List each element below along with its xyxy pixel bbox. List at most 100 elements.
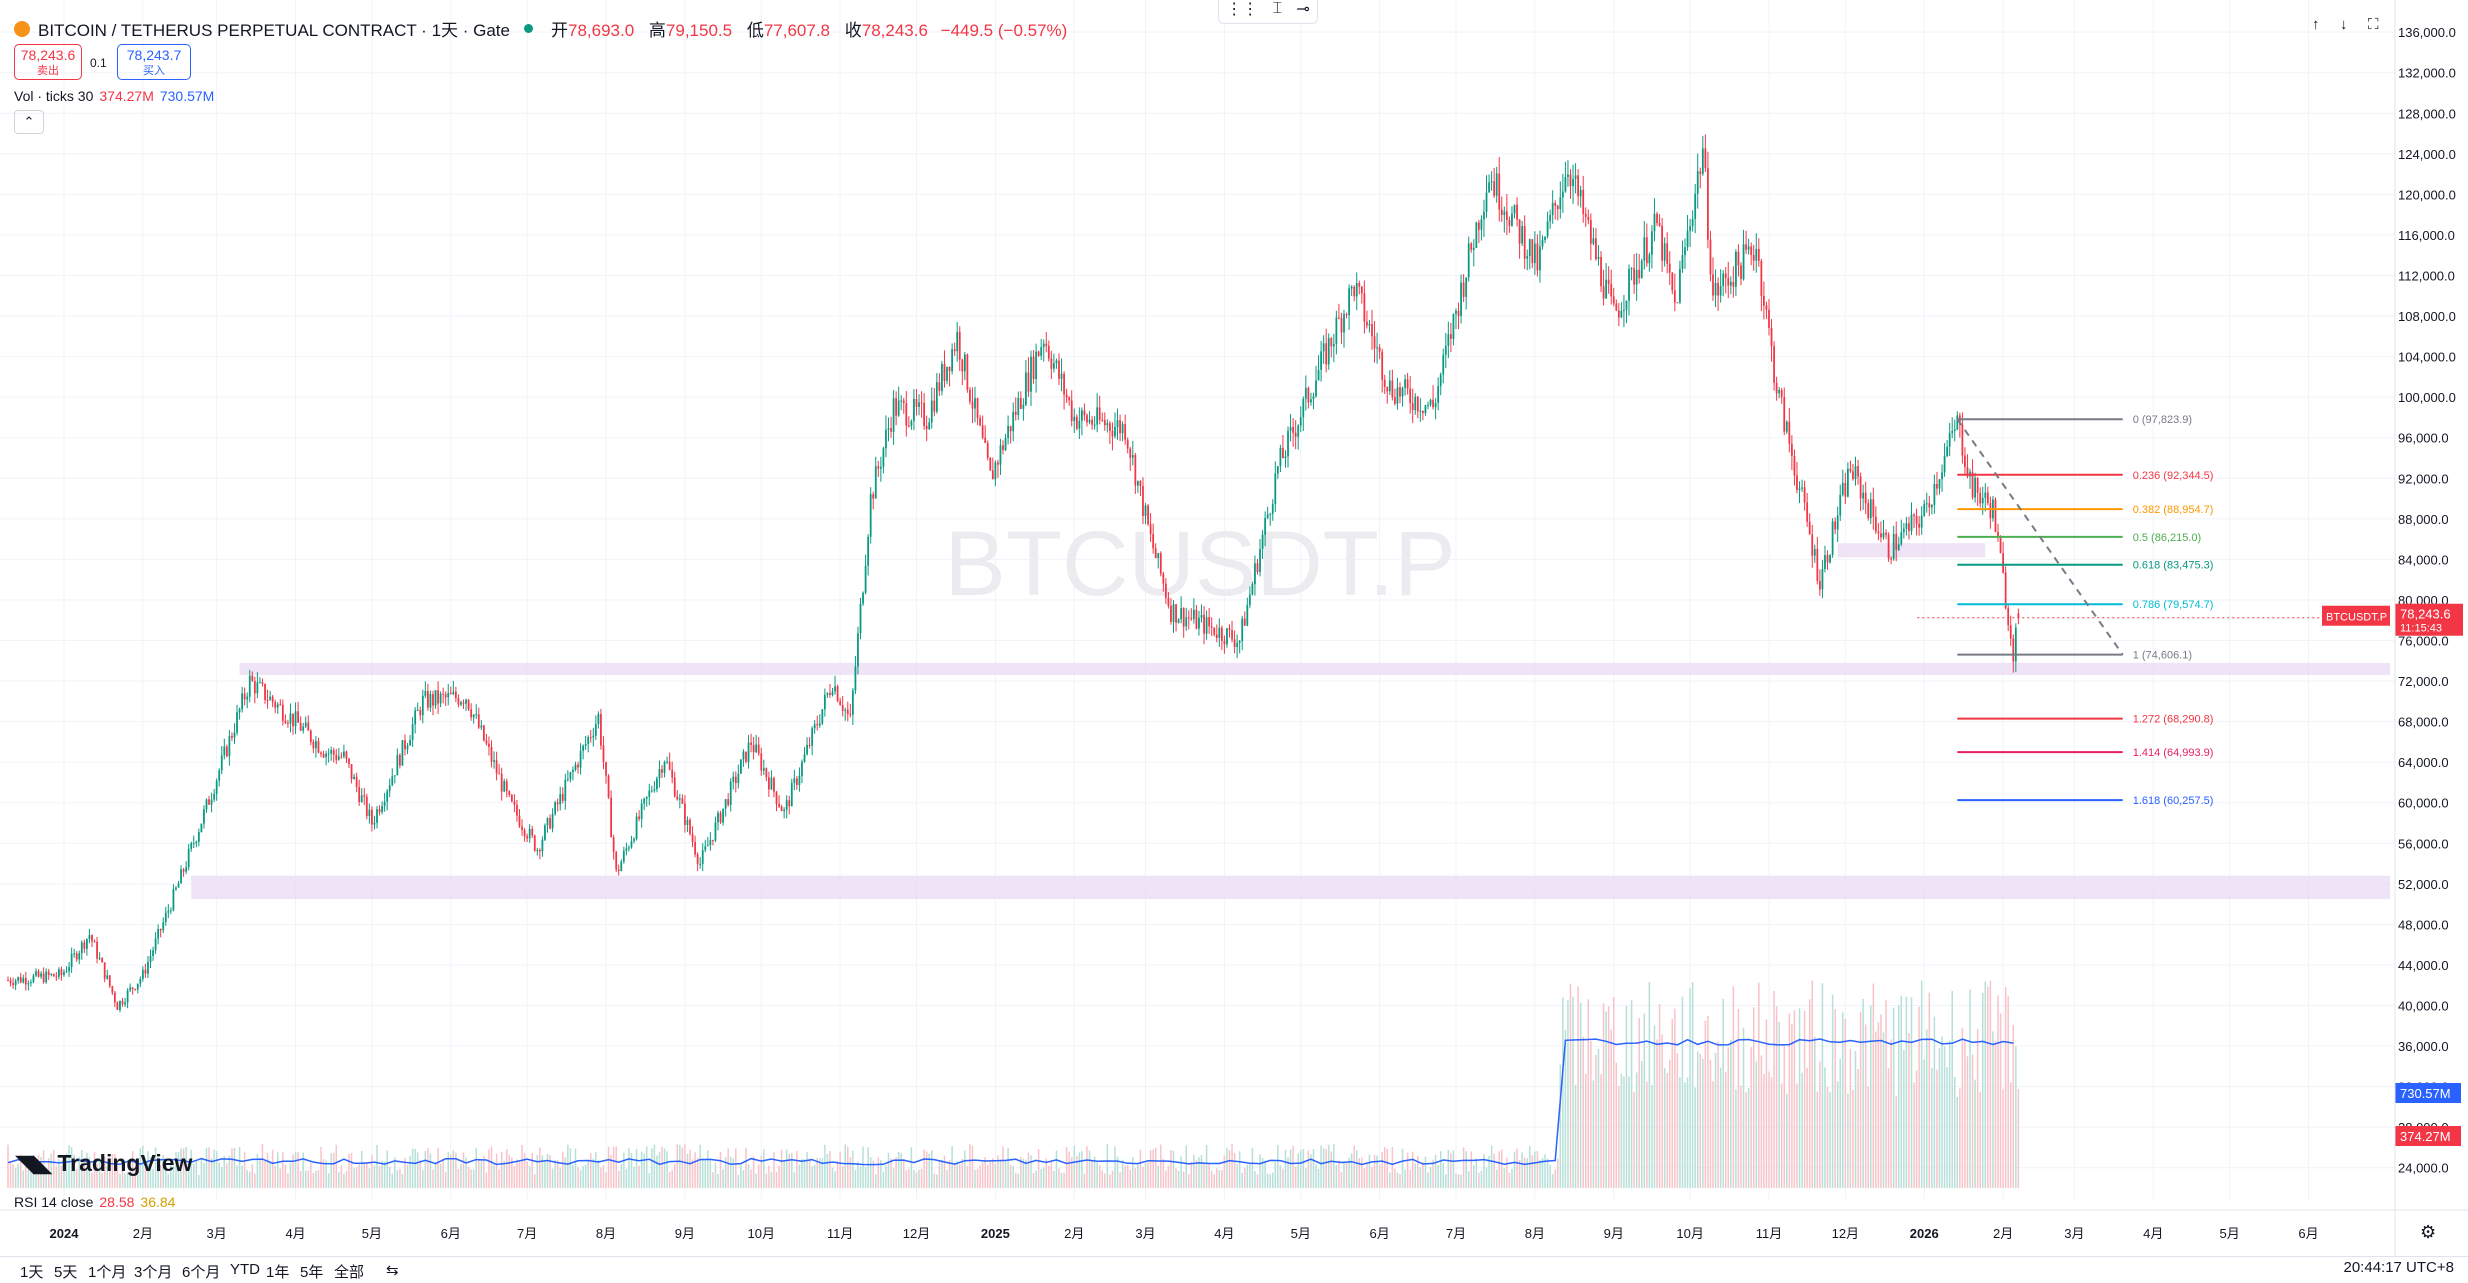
candle-body: [1452, 313, 1455, 339]
volume-bar: [1485, 1167, 1488, 1188]
buy-button[interactable]: 78,243.7 买入: [117, 44, 191, 80]
candle-body: [505, 781, 508, 792]
volume-bar: [1483, 1154, 1485, 1188]
candle-body: [1124, 424, 1127, 440]
candle-body: [253, 680, 256, 694]
candle-body: [119, 1000, 121, 1010]
volume-bar: [488, 1149, 490, 1188]
candle-body: [220, 755, 223, 771]
candle-body: [910, 421, 913, 426]
tf-1d[interactable]: 1天: [20, 1264, 44, 1281]
volume-bar: [1994, 1041, 1997, 1188]
tf-5y[interactable]: 5年: [300, 1264, 324, 1281]
candle-body: [1007, 426, 1009, 439]
candle-body: [1343, 314, 1345, 333]
tf-5d[interactable]: 5天: [54, 1264, 78, 1281]
volume-bar: [1373, 1154, 1376, 1188]
tf-6m[interactable]: 6个月: [182, 1264, 221, 1281]
volume-bar: [414, 1148, 416, 1188]
volume-legend[interactable]: Vol · ticks 30 374.27M 730.57M: [14, 88, 215, 104]
fullscreen-icon[interactable]: ⛶: [2368, 16, 2379, 33]
candle-body: [1941, 472, 1943, 480]
symbol-title[interactable]: BITCOIN / TETHERUS PERPETUAL CONTRACT · …: [38, 21, 510, 40]
volume-bar: [1969, 989, 1971, 1188]
candle-body: [9, 980, 12, 984]
tf-3m[interactable]: 3个月: [134, 1264, 173, 1281]
volume-bar: [1269, 1174, 1271, 1188]
volume-bar: [561, 1151, 564, 1188]
tf-1m[interactable]: 1个月: [88, 1264, 127, 1281]
collapse-legend-button[interactable]: ⌃: [14, 110, 44, 134]
rsi-legend[interactable]: RSI 14 close 28.58 36.84: [14, 1194, 176, 1210]
candle-body: [386, 791, 389, 802]
x-tick-label: 5月: [362, 1226, 382, 1241]
volume-bar: [1529, 1146, 1531, 1188]
arrow-up-icon[interactable]: ↑: [2312, 16, 2320, 33]
volume-bar: [1361, 1157, 1363, 1188]
volume-bar: [564, 1157, 567, 1188]
cursor-icon[interactable]: ⌶: [1272, 0, 1283, 17]
candle-body: [1890, 558, 1893, 560]
volume-bar: [1727, 1047, 1730, 1188]
volume-bar: [1551, 1174, 1554, 1188]
watermark: BTCUSDT.P: [944, 513, 1455, 615]
candle-body: [661, 769, 663, 773]
volume-bar: [862, 1146, 864, 1188]
tf-1y[interactable]: 1年: [266, 1264, 290, 1281]
volume-bar: [330, 1153, 332, 1188]
volume-bar: [1966, 1056, 1969, 1188]
volume-bar: [1424, 1156, 1427, 1188]
volume-bar: [406, 1164, 409, 1188]
candle-body: [1796, 475, 1798, 491]
volume-bar: [1144, 1162, 1147, 1188]
candle-body: [851, 690, 854, 715]
tf-all[interactable]: 全部: [334, 1264, 365, 1281]
drawing-toolbar[interactable]: ⋮⋮ ⌶ ⊸: [1218, 0, 1318, 24]
volume-bar: [172, 1166, 175, 1188]
candle-body: [1414, 396, 1417, 411]
volume-bar: [1394, 1168, 1396, 1188]
candle-body: [913, 398, 915, 422]
candle-body: [1480, 219, 1483, 230]
volume-bar: [1541, 1158, 1544, 1188]
volume-bar: [579, 1170, 582, 1188]
volume-bar: [1511, 1169, 1513, 1188]
candle-body: [818, 723, 821, 726]
settings-icon[interactable]: ⚙: [2420, 1222, 2437, 1242]
candle-body: [1498, 173, 1501, 210]
tf-ytd[interactable]: YTD: [230, 1261, 260, 1278]
volume-bar: [1355, 1150, 1358, 1188]
candle-body: [182, 869, 185, 872]
volume-bar: [1277, 1144, 1279, 1188]
volume-bar: [1035, 1170, 1037, 1188]
candle-body: [1019, 397, 1022, 409]
y-tick-label: 92,000.0: [2398, 471, 2449, 486]
volume-bars: [7, 980, 2020, 1188]
volume-bar: [266, 1152, 269, 1188]
measure-icon[interactable]: ⊸: [1296, 1, 1310, 18]
volume-bar: [432, 1169, 434, 1188]
volume-bar: [27, 1169, 30, 1188]
volume-bar: [696, 1157, 699, 1188]
candle-body: [1887, 534, 1890, 559]
candle-body: [1332, 344, 1335, 347]
volume-bar: [396, 1170, 399, 1188]
candle-body: [1083, 410, 1086, 416]
volume-bar: [656, 1155, 658, 1188]
arrow-down-icon[interactable]: ↓: [2340, 16, 2348, 33]
volume-ma-line: [7, 1038, 2014, 1166]
sell-button[interactable]: 78,243.6 卖出: [14, 44, 82, 80]
candle-body: [1282, 447, 1284, 459]
volume-bar: [353, 1168, 355, 1188]
candle-body: [1391, 380, 1394, 398]
candle-body: [1335, 317, 1338, 345]
volume-bar: [1900, 995, 1903, 1188]
x-tick-label: 4月: [1214, 1226, 1234, 1241]
volume-bar: [831, 1167, 834, 1188]
drag-handle-icon[interactable]: ⋮⋮: [1226, 1, 1259, 18]
candle-body: [612, 837, 615, 852]
candle-body: [1460, 282, 1462, 317]
date-range-icon[interactable]: ⇆: [386, 1262, 399, 1279]
candle-body: [1775, 382, 1778, 394]
